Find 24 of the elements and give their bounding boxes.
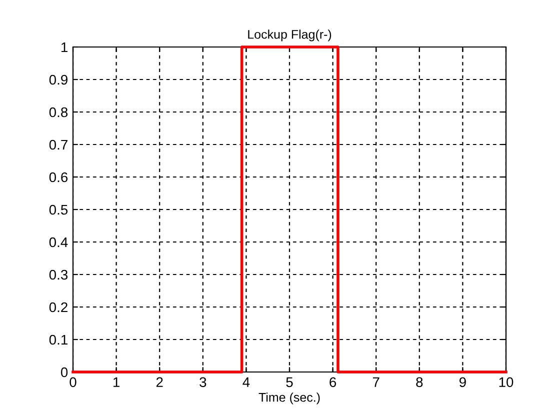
y-tick-label: 0.1 <box>49 334 68 345</box>
y-tick-label: 0 <box>60 367 68 378</box>
y-tick-label: 0.6 <box>49 172 68 182</box>
y-tick-label: 0.8 <box>49 107 68 118</box>
y-tick-label: 1 <box>61 42 68 52</box>
x-tick-label: 4 <box>242 377 250 387</box>
x-tick-label: 10 <box>499 377 514 388</box>
x-tick-label: 6 <box>330 377 336 388</box>
y-tick-label: 0.5 <box>49 204 68 215</box>
x-tick-label: 2 <box>156 377 163 387</box>
chart-title: Lockup Flag(r-) <box>248 30 332 42</box>
y-tick-label: 0.4 <box>49 237 68 248</box>
x-tick-label: 0 <box>70 377 76 388</box>
x-tick-label: 9 <box>459 377 466 388</box>
y-tick-label: 0.2 <box>49 302 68 312</box>
x-axis-title: Time (sec.) <box>258 392 320 404</box>
y-tick-label: 0.3 <box>49 270 68 280</box>
x-tick-label: 8 <box>416 377 423 388</box>
y-tick-label: 0.9 <box>49 74 68 85</box>
y-tick-label: 0.7 <box>49 140 68 150</box>
x-tick-label: 3 <box>200 377 206 388</box>
x-tick-label: 5 <box>286 377 293 388</box>
x-tick-label: 7 <box>372 377 380 387</box>
x-tick-label: 1 <box>113 377 120 387</box>
